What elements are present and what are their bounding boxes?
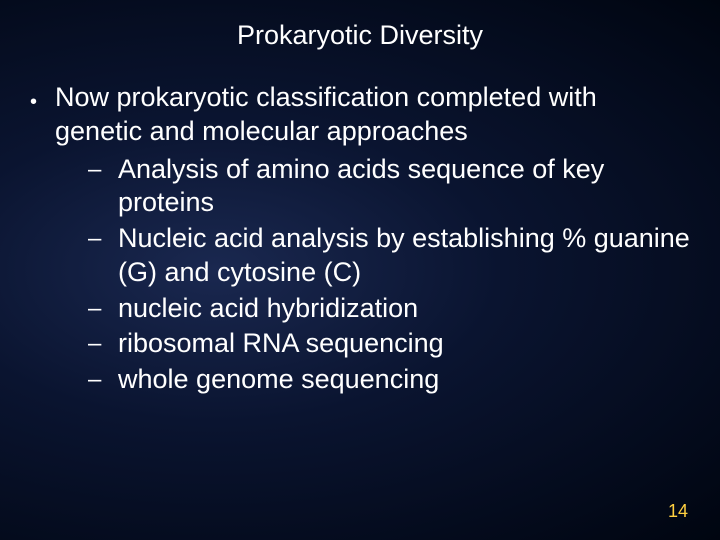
sub-bullet: – whole genome sequencing xyxy=(88,363,690,397)
sub-bullet: – ribosomal RNA sequencing xyxy=(88,327,690,361)
sub-bullet-text: whole genome sequencing xyxy=(118,363,439,397)
sub-bullet-list: – Analysis of amino acids sequence of ke… xyxy=(88,153,690,397)
sub-bullet: – Nucleic acid analysis by establishing … xyxy=(88,222,690,290)
bullet-marker: • xyxy=(30,91,37,114)
sub-bullet: – nucleic acid hybridization xyxy=(88,292,690,326)
sub-bullet-marker: – xyxy=(88,330,100,358)
sub-bullet-text: Nucleic acid analysis by establishing % … xyxy=(118,222,690,290)
slide-number: 14 xyxy=(668,501,688,522)
main-bullet: • Now prokaryotic classification complet… xyxy=(30,81,690,149)
sub-bullet: – Analysis of amino acids sequence of ke… xyxy=(88,153,690,221)
sub-bullet-text: ribosomal RNA sequencing xyxy=(118,327,444,361)
slide-content: • Now prokaryotic classification complet… xyxy=(0,81,720,397)
sub-bullet-marker: – xyxy=(88,225,100,253)
sub-bullet-marker: – xyxy=(88,295,100,323)
slide-title: Prokaryotic Diversity xyxy=(0,0,720,81)
sub-bullet-marker: – xyxy=(88,156,100,184)
main-bullet-text: Now prokaryotic classification completed… xyxy=(55,81,690,149)
sub-bullet-text: Analysis of amino acids sequence of key … xyxy=(118,153,690,221)
sub-bullet-text: nucleic acid hybridization xyxy=(118,292,418,326)
sub-bullet-marker: – xyxy=(88,366,100,394)
